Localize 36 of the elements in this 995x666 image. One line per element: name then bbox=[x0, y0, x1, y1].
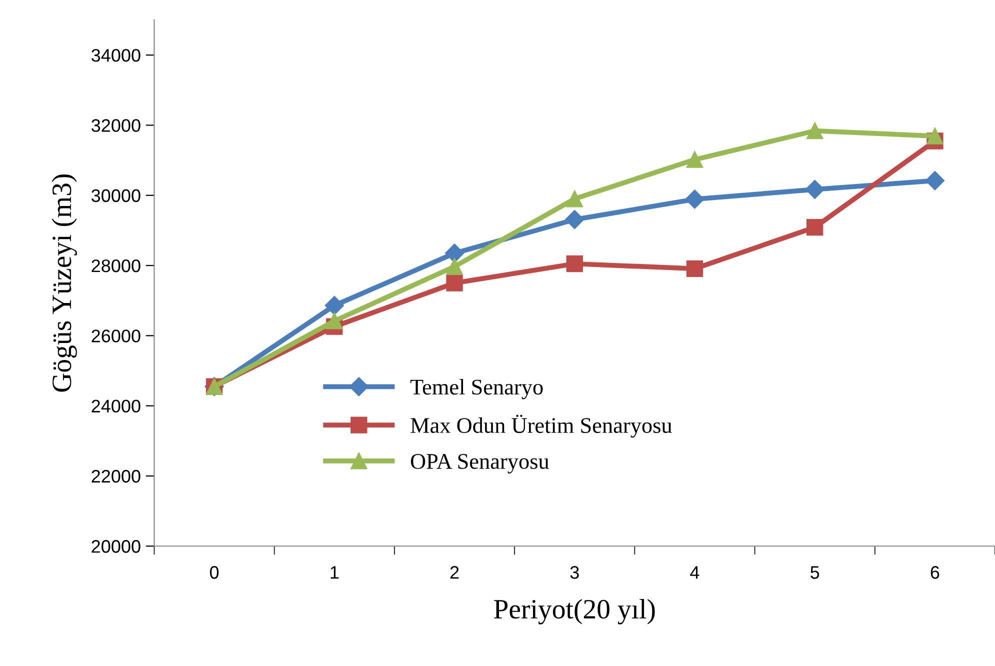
legend-label: Max Odun Üretim Senaryosu bbox=[410, 414, 672, 438]
y-tick-label: 26000 bbox=[92, 330, 140, 342]
point bbox=[686, 260, 704, 278]
point bbox=[926, 128, 944, 144]
y-tick-label: 28000 bbox=[92, 259, 140, 272]
point bbox=[686, 151, 704, 168]
x-tick-label: 4 bbox=[690, 566, 700, 579]
point bbox=[925, 171, 944, 190]
y-tick-label: 22000 bbox=[92, 470, 140, 483]
x-axis-title: Periyot(20 yıl) bbox=[494, 599, 655, 624]
x-tick-label: 3 bbox=[570, 566, 579, 579]
x-tick-label: 1 bbox=[330, 566, 339, 579]
point bbox=[566, 255, 583, 272]
y-tick-label: 20000 bbox=[92, 540, 140, 553]
point bbox=[565, 210, 584, 230]
x-tick-label: 0 bbox=[210, 566, 219, 579]
point bbox=[326, 312, 343, 330]
point bbox=[806, 122, 824, 140]
point bbox=[446, 258, 463, 275]
point bbox=[685, 190, 704, 209]
point bbox=[805, 180, 824, 199]
x-tick-label: 6 bbox=[930, 566, 940, 579]
point bbox=[446, 274, 463, 292]
point bbox=[444, 244, 464, 263]
point bbox=[806, 218, 824, 236]
x-tick-label: 5 bbox=[810, 566, 820, 579]
y-tick-label: 24000 bbox=[92, 400, 140, 413]
y-tick-label: 34000 bbox=[92, 48, 140, 62]
y-tick-label: 30000 bbox=[92, 189, 140, 202]
legend-label: OPA Senaryosu bbox=[410, 454, 549, 474]
legend-label: Temel Senaryo bbox=[410, 378, 543, 400]
y-axis-title: Gögüs Yüzeyi (m3) bbox=[52, 174, 77, 392]
y-tick-label: 32000 bbox=[92, 119, 140, 132]
point bbox=[566, 190, 583, 208]
point bbox=[324, 296, 344, 316]
x-tick-label: 2 bbox=[450, 566, 459, 579]
